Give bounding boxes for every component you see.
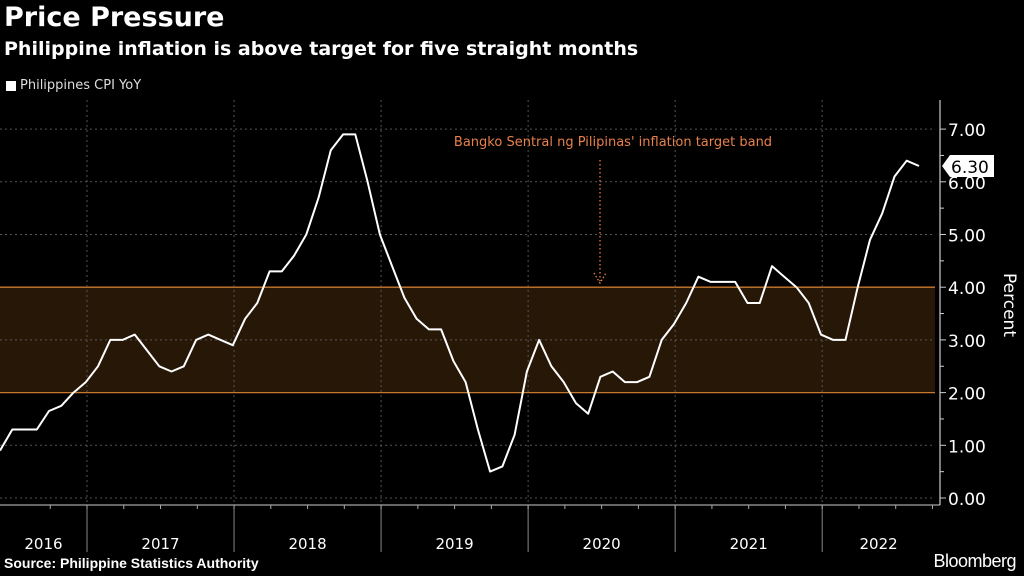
series-line-philippines-cpi [0,133,920,473]
source-note: Source: Philippine Statistics Authority [4,555,259,571]
last-value-box [942,154,994,177]
bloomberg-logo: Bloomberg [933,551,1016,571]
legend-swatch [6,80,16,91]
last-value-label: 6.30 [951,158,989,178]
legend-label: Philippines CPI YoY [20,78,142,93]
y-axis-label: Percent [999,273,1019,337]
y-tick-label: 1.00 [948,437,986,457]
x-tick-label: 2016 [24,535,62,553]
chart-subtitle: Philippine inflation is above target for… [4,38,639,60]
x-tick-label: 2021 [730,535,768,553]
x-tick-label: 2019 [436,535,474,553]
y-tick-label: 5.00 [948,227,986,247]
y-tick-label: 4.00 [948,279,986,299]
y-tick-label: 3.00 [948,332,986,352]
chart-title: Price Pressure [4,2,225,33]
y-tick-label: 7.00 [948,121,986,141]
x-tick-label: 2020 [583,535,621,553]
y-tick-label: 0.00 [948,490,986,510]
x-tick-label: 2018 [288,535,326,553]
annotation-text: Bangko Sentral ng Pilipinas' inflation t… [454,135,772,150]
x-tick-label: 2017 [141,535,179,553]
annotation-arrow-head [593,272,607,285]
legend: Philippines CPI YoY [6,78,141,93]
y-tick-label: 2.00 [948,385,986,405]
y-tick-label: 6.00 [948,174,986,194]
x-tick-label: 2022 [860,535,898,553]
